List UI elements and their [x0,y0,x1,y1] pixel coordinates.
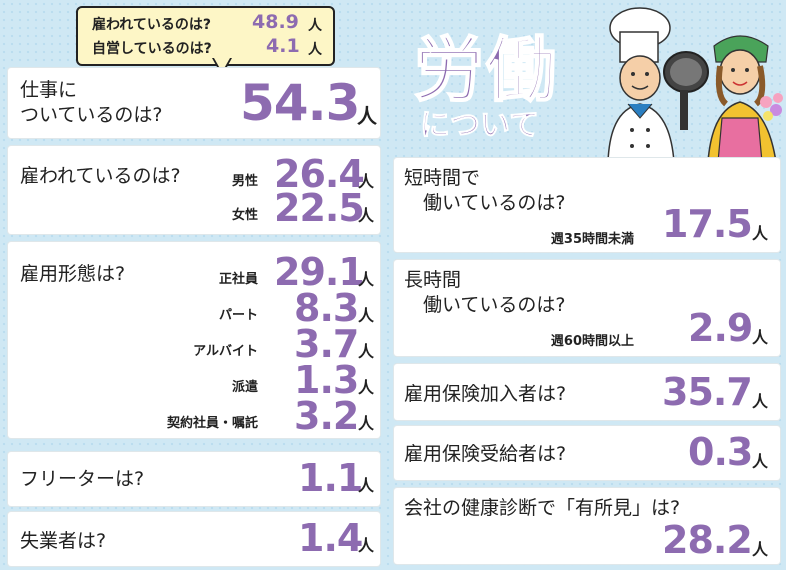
employed-male-unit: 人 [358,172,375,191]
form-dispatch-label: 派遣 [231,380,258,395]
unemployed-value: 1.4 [298,516,363,560]
employed-female-label: 女性 [231,208,258,223]
freeter-question: フリーターは? [20,468,145,490]
long-unit: 人 [752,328,769,347]
form-regular-label: 正社員 [218,272,258,287]
employed-male-label: 男性 [231,174,258,189]
card-short-hours: 短時間で 働いているのは? 週35時間未満 17.5 人 [394,158,780,252]
freeter-unit: 人 [358,476,375,495]
unemployed-question: 失業者は? [20,530,107,552]
long-value: 2.9 [688,306,753,350]
health-question: 会社の健康診断で「有所見」は? [404,497,681,519]
chef-and-woman-illustration [607,7,783,162]
callout-self-label: 自営しているのは? [92,41,212,57]
form-regular-value: 29.1 [274,250,365,294]
form-regular-unit: 人 [358,270,375,289]
short-note: 週35時間未満 [550,232,634,247]
card-health-check: 会社の健康診断で「有所見」は? 28.2 人 [394,488,780,564]
health-unit: 人 [752,540,769,559]
card-unemployed: 失業者は? 1.4 人 [8,512,380,566]
form-parttime-label: パート [218,308,258,323]
insured-question: 雇用保険加入者は? [404,383,567,405]
form-dispatch-value: 1.3 [294,358,359,402]
card-working: 仕事に ついているのは? 54.3 人 [8,68,380,138]
benefit-unit: 人 [752,452,769,471]
card-long-hours: 長時間 働いているのは? 週60時間以上 2.9 人 [394,260,780,356]
callout-employed-unit: 人 [308,18,322,34]
employed-male-value: 26.4 [274,152,365,196]
working-value: 54.3 [240,74,360,132]
freeter-value: 1.1 [298,456,363,500]
short-question: 短時間で 働いているのは? [404,167,566,214]
callout-self-unit: 人 [308,42,322,58]
insured-value: 35.7 [662,370,753,414]
form-parttime-value: 8.3 [294,286,359,330]
working-question: 仕事に ついているのは? [20,79,163,126]
page-title: 労働 [413,28,558,112]
callout-employed-value: 48.9 [252,11,299,33]
card-freeter: フリーターは? 1.1 人 [8,452,380,506]
callout-bubble: 雇われているのは? 48.9 人 自営しているのは? 4.1 人 [76,6,335,66]
form-contract-value: 3.2 [294,394,359,438]
form-arbeit-unit: 人 [358,342,375,361]
unemployed-unit: 人 [358,536,375,555]
callout-self-value: 4.1 [266,35,300,57]
employed-female-unit: 人 [358,206,375,225]
form-dispatch-unit: 人 [358,378,375,397]
employed-question: 雇われているのは? [20,165,181,187]
callout-employed-label: 雇われているのは? [92,17,212,33]
form-parttime-unit: 人 [358,306,375,325]
short-value: 17.5 [662,202,753,246]
long-note: 週60時間以上 [550,334,634,349]
form-arbeit-value: 3.7 [294,322,359,366]
working-unit: 人 [357,104,377,128]
form-contract-unit: 人 [358,414,375,433]
card-insured: 雇用保険加入者は? 35.7 人 [394,364,780,420]
benefit-value: 0.3 [688,430,753,474]
page-subtitle: について [419,108,540,144]
card-benefit: 雇用保険受給者は? 0.3 人 [394,426,780,480]
benefit-question: 雇用保険受給者は? [404,443,567,465]
insured-unit: 人 [752,392,769,411]
form-question: 雇用形態は? [20,263,126,285]
health-value: 28.2 [662,518,753,562]
card-employed: 雇われているのは? 男性 26.4 人 女性 22.5 人 [8,146,380,234]
short-unit: 人 [752,224,769,243]
employed-female-value: 22.5 [274,186,365,230]
form-contract-label: 契約社員・嘱託 [166,416,258,431]
form-arbeit-label: アルバイト [193,344,258,359]
card-employment-form: 雇用形態は? 正社員 29.1 人 パート 8.3 人 アルバイト 3.7 人 … [8,242,380,438]
long-question: 長時間 働いているのは? [404,269,566,316]
